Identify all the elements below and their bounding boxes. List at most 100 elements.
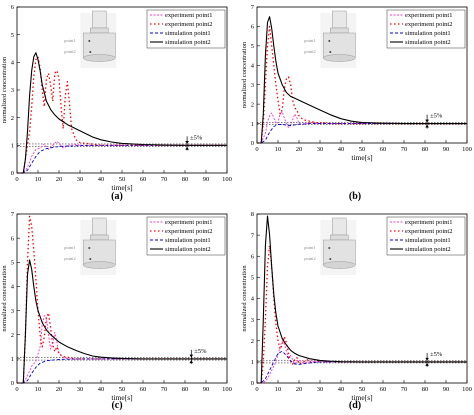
y-tick-label: 6 — [11, 4, 15, 11]
tolerance-arrow-down — [185, 140, 189, 144]
inset-point1-dot — [328, 40, 331, 42]
x-tick-label: 80 — [422, 146, 429, 153]
apparatus-inset-image: point1 point2 — [64, 10, 117, 68]
y-tick-label: 7 — [251, 232, 255, 239]
apparatus-inset-image: point1 point2 — [304, 217, 357, 275]
tolerance-arrow-up — [425, 124, 429, 128]
legend-label: experiment point2 — [165, 21, 212, 28]
x-tick-label: 10 — [35, 386, 42, 393]
inset-point1-dot — [88, 40, 91, 42]
y-tick-label: 5 — [251, 43, 254, 50]
x-tick-label: 80 — [182, 386, 189, 393]
panel-label: (d) — [349, 400, 361, 411]
chart-panel-2: 0 10 20 30 40 50 60 70 80 90 100 0 1 2 3 4 5 6 7 time[s] nor… — [241, 4, 472, 202]
x-tick-label: 30 — [77, 176, 84, 183]
y-tick-label: 4 — [251, 62, 255, 69]
x-tick-label: 30 — [317, 386, 324, 393]
x-tick-label: 50 — [359, 146, 366, 153]
legend: experiment point1 experiment point2 simula… — [146, 9, 226, 49]
y-tick-label: 6 — [251, 24, 255, 31]
x-axis-label: time[s] — [111, 393, 132, 402]
panel-label: (c) — [111, 400, 122, 411]
legend-label: simulation point1 — [165, 237, 211, 244]
x-tick-label: 10 — [35, 176, 42, 183]
inset-label-point1: point1 — [64, 38, 76, 43]
x-tick-label: 90 — [203, 386, 210, 393]
x-axis-label: time[s] — [351, 393, 372, 402]
x-tick-label: 0 — [255, 146, 258, 153]
tolerance-arrow-down — [189, 354, 194, 358]
y-axis-label: normalized concentration — [241, 265, 248, 332]
series-line-experiment-point1 — [17, 140, 227, 174]
x-tick-label: 40 — [338, 386, 345, 393]
x-tick-label: 70 — [401, 146, 408, 153]
x-tick-label: 80 — [422, 386, 429, 393]
x-axis-label: time[s] — [111, 183, 132, 192]
x-tick-label: 40 — [98, 176, 105, 183]
legend-label: simulation point1 — [405, 237, 451, 244]
inset-top-cylinder — [332, 217, 347, 236]
inset-label-point2: point2 — [64, 49, 76, 54]
x-tick-label: 40 — [338, 146, 345, 153]
x-tick-label: 100 — [222, 386, 232, 393]
tolerance-arrow-up — [189, 360, 194, 364]
inset-base — [323, 261, 356, 269]
legend-label: experiment point1 — [165, 219, 212, 226]
y-axis-label: normalized concentration — [1, 265, 8, 332]
y-tick-label: 5 — [11, 259, 14, 266]
y-tick-label: 5 — [251, 275, 254, 282]
x-tick-label: 60 — [380, 386, 387, 393]
legend-label: experiment point1 — [405, 219, 452, 226]
inset-collar — [330, 27, 349, 34]
inset-point2-dot — [89, 258, 92, 260]
legend-label: experiment point2 — [405, 228, 452, 235]
x-tick-label: 10 — [275, 146, 282, 153]
chart-panel-4: 0 10 20 30 40 50 60 70 80 90 100 0 1 2 3 4 5 6 7 8 time[s] no… — [241, 211, 472, 411]
inset-label-point2: point2 — [64, 256, 76, 261]
tolerance-label: ±5% — [190, 134, 203, 141]
legend: experiment point1 experiment point2 simula… — [386, 216, 466, 256]
legend: experiment point1 experiment point2 simula… — [386, 9, 466, 49]
legend-label: simulation point1 — [165, 30, 211, 37]
series-line-simulation-point2 — [17, 259, 227, 384]
inset-chamber — [323, 32, 356, 59]
panel-label: (b) — [349, 191, 361, 202]
legend-label: simulation point2 — [405, 246, 451, 253]
inset-top-cylinder — [92, 10, 107, 29]
x-tick-label: 70 — [401, 386, 408, 393]
series-line-simulation-point2 — [257, 16, 467, 144]
y-axis-label: normalized concentration — [1, 56, 8, 123]
apparatus-inset-image: point1 point2 — [304, 10, 357, 68]
y-tick-label: 2 — [251, 338, 254, 345]
x-tick-label: 60 — [140, 176, 147, 183]
y-tick-label: 6 — [11, 235, 15, 242]
tolerance-label: ±5% — [430, 351, 443, 358]
tolerance-arrow-down — [425, 119, 429, 123]
y-tick-label: 1 — [251, 121, 254, 128]
y-tick-label: 3 — [11, 87, 14, 94]
y-tick-label: 0 — [251, 140, 254, 147]
legend-label: experiment point2 — [405, 21, 452, 28]
tolerance-arrow-up — [185, 146, 189, 150]
chart-panel-1: 0 10 20 30 40 50 60 70 80 90 100 0 1 2 3 4 5 6 time[s] norm… — [1, 4, 232, 202]
x-tick-label: 0 — [15, 386, 18, 393]
y-tick-label: 2 — [11, 115, 14, 122]
x-tick-label: 70 — [161, 176, 168, 183]
x-tick-label: 100 — [222, 176, 232, 183]
y-tick-label: 2 — [11, 332, 14, 339]
legend: experiment point1 experiment point2 simula… — [146, 216, 226, 256]
chart-panel-3: 0 10 20 30 40 50 60 70 80 90 100 0 1 2 3 4 5 6 7 time[s] nor… — [1, 211, 232, 411]
y-tick-label: 4 — [251, 296, 255, 303]
series-line-experiment-point2 — [17, 215, 227, 384]
x-tick-label: 20 — [56, 386, 63, 393]
y-tick-label: 2 — [251, 101, 254, 108]
y-tick-label: 6 — [251, 253, 255, 260]
legend-label: simulation point2 — [165, 39, 211, 46]
x-tick-label: 20 — [296, 386, 303, 393]
y-tick-label: 3 — [251, 82, 254, 89]
x-tick-label: 90 — [203, 176, 210, 183]
inset-point1-dot — [328, 247, 331, 249]
series-line-simulation-point1 — [17, 358, 227, 384]
y-tick-label: 4 — [11, 60, 15, 67]
